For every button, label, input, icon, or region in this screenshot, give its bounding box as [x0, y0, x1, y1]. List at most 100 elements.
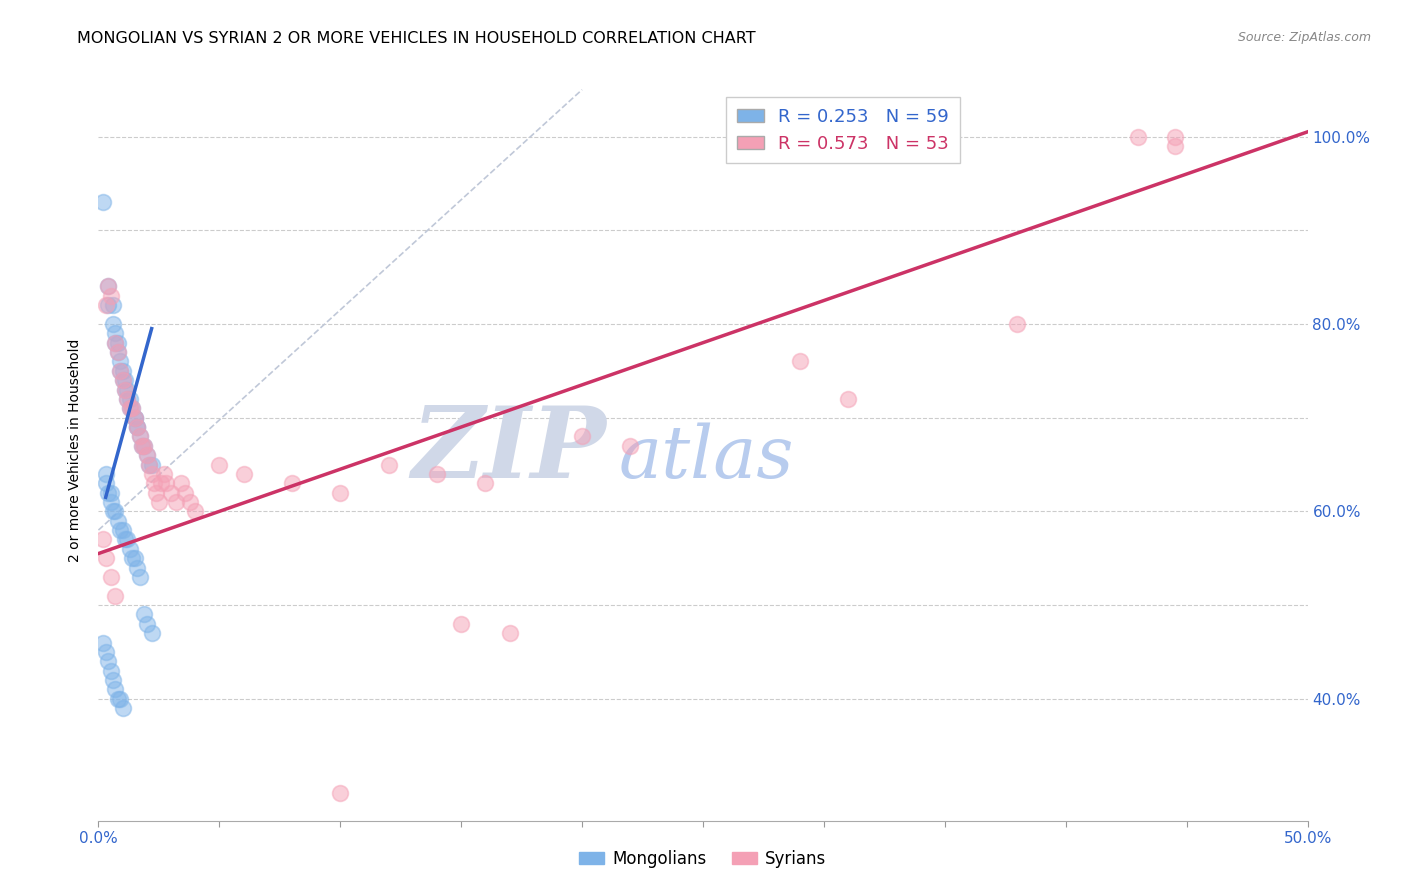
Point [100, 289, 122, 303]
Point [134, 439, 156, 453]
Point [124, 410, 146, 425]
Point [118, 392, 141, 406]
Point [281, 476, 304, 491]
Point [108, 364, 131, 378]
Point [128, 429, 150, 443]
Point [141, 467, 163, 481]
Point [150, 476, 173, 491]
Point [111, 523, 134, 537]
Point [118, 401, 141, 416]
Point [107, 691, 129, 706]
Point [179, 495, 201, 509]
Point [108, 364, 131, 378]
Point [117, 392, 139, 406]
Point [127, 420, 149, 434]
Point [101, 673, 124, 687]
Point [128, 570, 150, 584]
Point [474, 476, 496, 491]
Point [208, 458, 231, 472]
Point [135, 448, 157, 462]
Point [124, 410, 146, 425]
Point [91, 635, 114, 649]
Point [111, 701, 134, 715]
Point [108, 523, 131, 537]
Point [104, 682, 127, 697]
Point [127, 420, 149, 434]
Point [94, 476, 117, 491]
Point [101, 504, 124, 518]
Point [1163, 139, 1185, 153]
Point [1163, 129, 1185, 144]
Point [97, 298, 120, 312]
Point [97, 485, 120, 500]
Point [131, 439, 153, 453]
Point [117, 383, 139, 397]
Point [165, 495, 187, 509]
Point [114, 383, 136, 397]
Point [100, 485, 122, 500]
Point [107, 335, 129, 350]
Point [117, 533, 139, 547]
Point [101, 317, 124, 331]
Point [104, 335, 127, 350]
Point [498, 626, 520, 640]
Point [138, 458, 160, 472]
Point [104, 335, 127, 350]
Legend: R = 0.253   N = 59, R = 0.573   N = 53: R = 0.253 N = 59, R = 0.573 N = 53 [725, 96, 960, 163]
Point [619, 439, 641, 453]
Point [118, 401, 141, 416]
Point [141, 626, 163, 640]
Point [121, 401, 143, 416]
Point [169, 476, 191, 491]
Point [789, 354, 811, 368]
Point [94, 645, 117, 659]
Point [152, 467, 174, 481]
Point [127, 560, 149, 574]
Point [145, 485, 167, 500]
Point [107, 514, 129, 528]
Point [131, 439, 153, 453]
Point [329, 785, 352, 799]
Point [571, 429, 593, 443]
Point [97, 279, 120, 293]
Point [135, 448, 157, 462]
Point [148, 495, 170, 509]
Point [104, 326, 127, 341]
Point [124, 551, 146, 566]
Text: Source: ZipAtlas.com: Source: ZipAtlas.com [1237, 31, 1371, 45]
Point [134, 607, 156, 622]
Legend: Mongolians, Syrians: Mongolians, Syrians [572, 844, 834, 875]
Point [111, 373, 134, 387]
Point [101, 298, 124, 312]
Point [135, 616, 157, 631]
Point [97, 279, 120, 293]
Point [100, 495, 122, 509]
Text: MONGOLIAN VS SYRIAN 2 OR MORE VEHICLES IN HOUSEHOLD CORRELATION CHART: MONGOLIAN VS SYRIAN 2 OR MORE VEHICLES I… [77, 31, 756, 46]
Point [104, 589, 127, 603]
Point [91, 533, 114, 547]
Point [107, 345, 129, 359]
Y-axis label: 2 or more Vehicles in Household: 2 or more Vehicles in Household [69, 339, 83, 562]
Text: atlas: atlas [619, 423, 794, 493]
Point [94, 551, 117, 566]
Point [377, 458, 399, 472]
Point [114, 383, 136, 397]
Point [329, 485, 352, 500]
Point [104, 504, 127, 518]
Point [91, 195, 114, 210]
Point [837, 392, 859, 406]
Point [108, 691, 131, 706]
Point [160, 485, 183, 500]
Point [1128, 129, 1150, 144]
Point [121, 551, 143, 566]
Point [128, 429, 150, 443]
Point [232, 467, 254, 481]
Point [118, 541, 141, 556]
Point [138, 458, 160, 472]
Point [127, 420, 149, 434]
Point [134, 439, 156, 453]
Point [111, 373, 134, 387]
Point [100, 664, 122, 678]
Point [111, 364, 134, 378]
Point [426, 467, 449, 481]
